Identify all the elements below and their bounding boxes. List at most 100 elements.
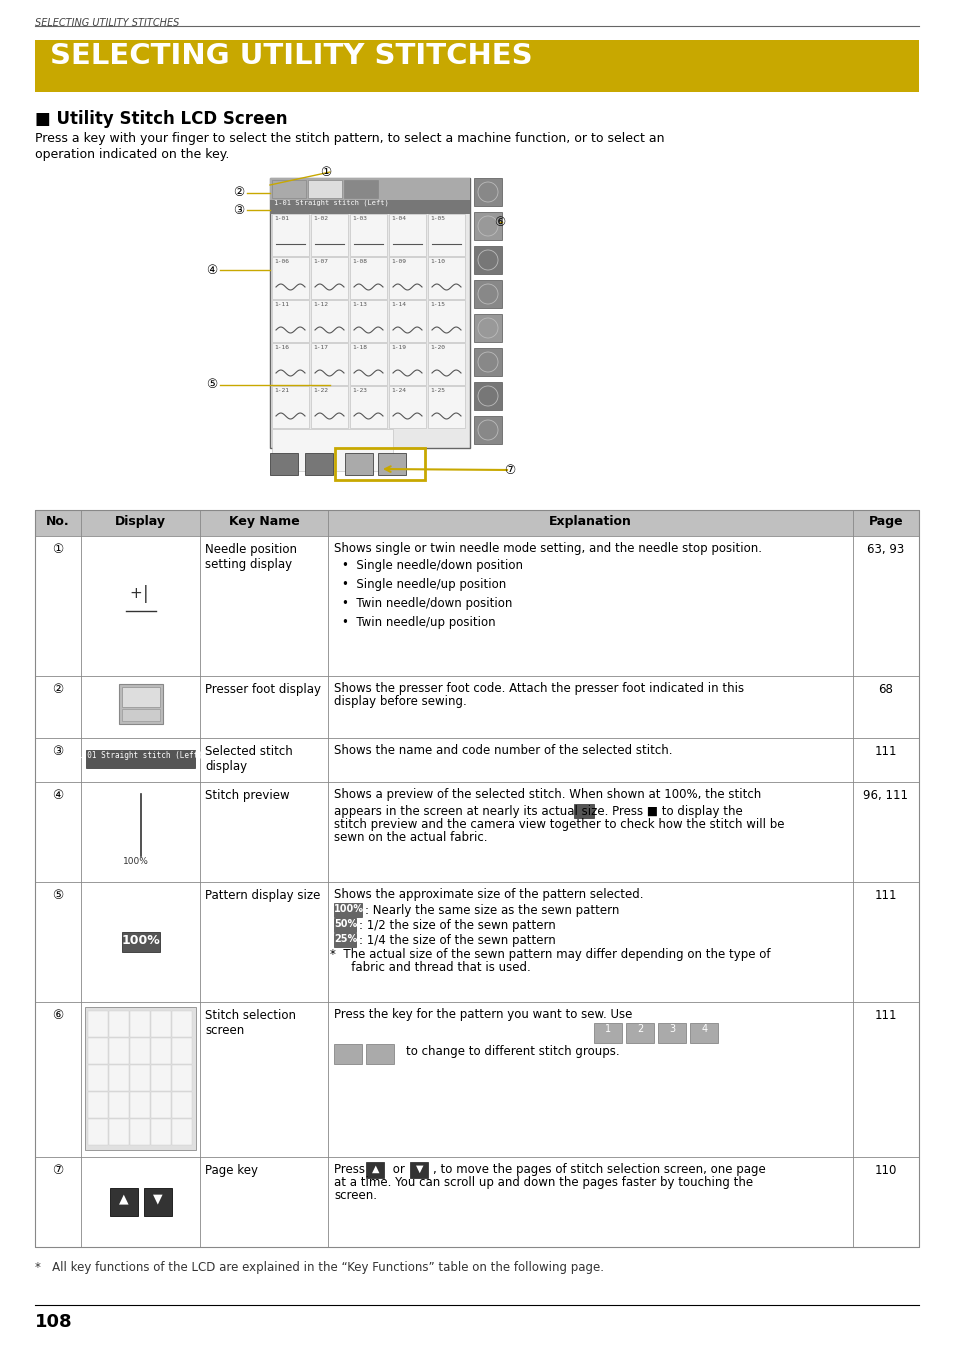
Text: 1-18: 1-18 (352, 346, 367, 350)
Text: ②: ② (52, 683, 64, 697)
Bar (594, 1023, 622, 1044)
Bar (85, 1007, 196, 1150)
Text: 1-23: 1-23 (352, 387, 367, 393)
Bar (366, 1044, 395, 1064)
Text: Presser foot display: Presser foot display (205, 683, 321, 697)
Bar (88, 1038, 108, 1064)
Bar (410, 1162, 428, 1179)
Text: 25%: 25% (334, 934, 356, 944)
Text: Press: Press (335, 1162, 369, 1176)
Text: Explanation: Explanation (549, 514, 632, 528)
Text: Shows the name and code number of the selected stitch.: Shows the name and code number of the se… (335, 744, 672, 757)
Text: 110: 110 (874, 1164, 896, 1177)
Text: at a time. You can scroll up and down the pages faster by touching the: at a time. You can scroll up and down th… (335, 1176, 753, 1189)
Bar (130, 1119, 150, 1145)
Text: ⑦: ⑦ (504, 463, 515, 477)
Bar (335, 918, 356, 932)
Text: 1-19: 1-19 (391, 346, 406, 350)
Bar (172, 1038, 193, 1064)
Text: screen.: screen. (335, 1189, 377, 1202)
Text: 111: 111 (874, 745, 896, 757)
Text: appears in the screen at nearly its actual size. Press ■ to display the: appears in the screen at nearly its actu… (335, 805, 742, 818)
Bar (272, 429, 393, 471)
Text: ⑦: ⑦ (52, 1164, 64, 1177)
Bar (344, 180, 377, 198)
Bar (35, 676, 918, 738)
Text: ④: ④ (206, 263, 217, 277)
Text: ①: ① (52, 543, 64, 556)
Bar (272, 386, 309, 428)
Bar (335, 1044, 362, 1064)
Text: Page key: Page key (205, 1164, 258, 1177)
Bar (270, 178, 470, 448)
Text: 1-08: 1-08 (352, 259, 367, 265)
Text: ▲: ▲ (119, 1192, 129, 1206)
Bar (626, 1023, 654, 1044)
Bar (428, 343, 464, 385)
Text: 50%: 50% (334, 919, 356, 929)
Bar (109, 1038, 129, 1064)
Text: Shows single or twin needle mode setting, and the needle stop position.: Shows single or twin needle mode setting… (335, 541, 761, 555)
Bar (350, 300, 387, 342)
Bar (428, 215, 464, 256)
Text: ④: ④ (52, 788, 64, 802)
Bar (35, 510, 918, 536)
Text: Press the key for the pattern you want to sew. Use: Press the key for the pattern you want t… (335, 1008, 632, 1021)
Text: ⑥: ⑥ (52, 1008, 64, 1022)
Bar (350, 256, 387, 298)
Bar (35, 882, 918, 1002)
Bar (350, 215, 387, 256)
Text: 100%: 100% (121, 934, 160, 946)
Bar (109, 1119, 129, 1145)
Bar (151, 1119, 171, 1145)
Bar (311, 215, 348, 256)
Text: to change to different stitch groups.: to change to different stitch groups. (406, 1045, 619, 1058)
Bar (690, 1023, 718, 1044)
Bar (389, 300, 426, 342)
Bar (474, 382, 501, 410)
Bar (428, 256, 464, 298)
Text: 1-22: 1-22 (313, 387, 328, 393)
Bar (345, 454, 373, 475)
Bar (335, 448, 424, 481)
Text: 3: 3 (669, 1025, 675, 1034)
Bar (35, 1002, 918, 1157)
Text: 1-10: 1-10 (430, 259, 444, 265)
Bar (151, 1038, 171, 1064)
Text: 1-21: 1-21 (274, 387, 289, 393)
Bar (474, 178, 501, 207)
Bar (428, 386, 464, 428)
Text: 111: 111 (874, 1008, 896, 1022)
Text: 1-17: 1-17 (313, 346, 328, 350)
Text: 1-06: 1-06 (274, 259, 289, 265)
Text: 1-01: 1-01 (274, 216, 289, 221)
Text: display before sewing.: display before sewing. (335, 695, 467, 707)
Bar (389, 386, 426, 428)
Text: : Nearly the same size as the sewn pattern: : Nearly the same size as the sewn patte… (365, 904, 619, 917)
Bar (35, 40, 918, 92)
Text: ⑥: ⑥ (494, 216, 505, 228)
Text: Pattern display size: Pattern display size (205, 890, 320, 902)
Bar (172, 1011, 193, 1037)
Bar (151, 1011, 171, 1037)
Bar (88, 1011, 108, 1037)
Text: •  Twin needle/down position: • Twin needle/down position (342, 597, 513, 610)
Text: 68: 68 (878, 683, 892, 697)
Text: Key Name: Key Name (229, 514, 299, 528)
Bar (272, 343, 309, 385)
Bar (272, 215, 309, 256)
Text: •  Single needle/up position: • Single needle/up position (342, 578, 506, 591)
Text: SELECTING UTILITY STITCHES: SELECTING UTILITY STITCHES (35, 18, 179, 28)
Text: 1-24: 1-24 (391, 387, 406, 393)
Bar (308, 180, 341, 198)
Text: •  Twin needle/up position: • Twin needle/up position (342, 616, 496, 629)
Text: : 1/4 the size of the sewn pattern: : 1/4 the size of the sewn pattern (359, 934, 556, 946)
Text: 1-07: 1-07 (313, 259, 328, 265)
Bar (272, 180, 306, 198)
Text: ⑤: ⑤ (52, 890, 64, 902)
Bar (389, 256, 426, 298)
Bar (151, 1092, 171, 1118)
Bar (574, 805, 594, 818)
Text: 1-12: 1-12 (313, 302, 328, 306)
Text: 1-03: 1-03 (352, 216, 367, 221)
